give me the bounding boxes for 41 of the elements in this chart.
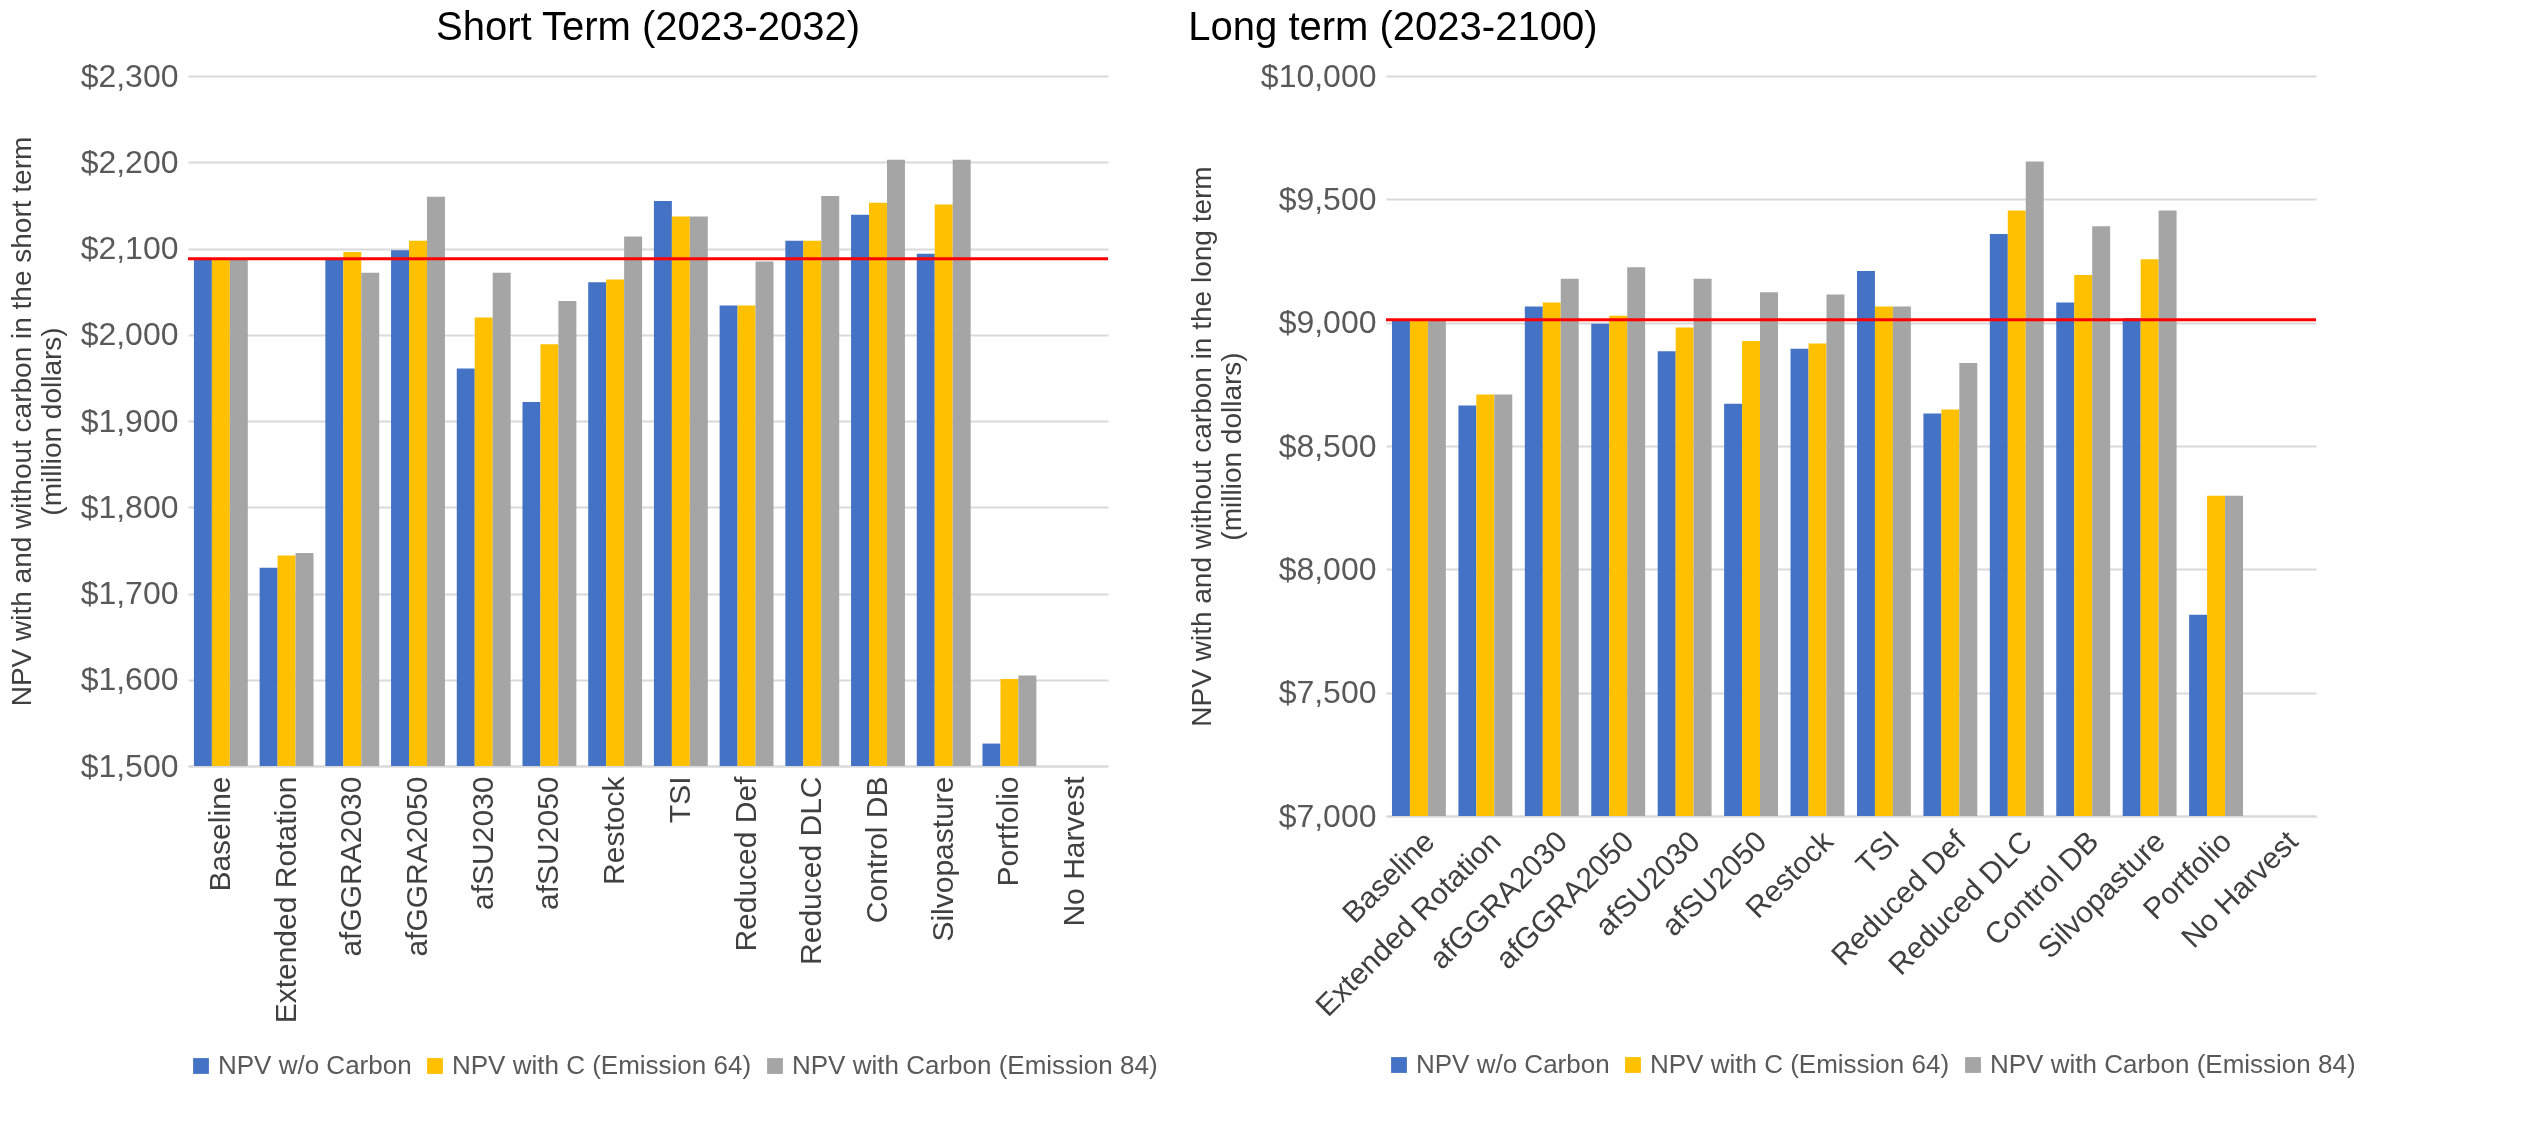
legend-label: NPV with C (Emission 64) <box>452 1050 752 1080</box>
chart-title: Short Term (2023-2032) <box>436 4 860 48</box>
y-tick-label: $1,600 <box>80 661 179 698</box>
x-tick-label: afGGRA2030 <box>334 776 368 957</box>
x-tick-label: Control DB <box>860 776 893 924</box>
y-tick-label: $8,500 <box>1278 427 1377 464</box>
legend-label: NPV with C (Emission 64) <box>1650 1049 1950 1079</box>
x-tick-label: Reduced Def <box>728 775 762 952</box>
legend-label: NPV w/o Carbon <box>1416 1049 1610 1079</box>
x-tick-label: No Harvest <box>1057 775 1091 927</box>
y-tick-label: $2,100 <box>80 230 179 266</box>
x-tick-label: Silvopasture <box>925 776 959 942</box>
x-tick-label: TSI <box>662 776 696 824</box>
x-tick-label: Extended Rotation <box>268 776 302 1024</box>
y-axis-title: NPV with and without carbon in the short term (million dollars) <box>5 136 67 707</box>
y-tick-label: $8,000 <box>1278 550 1377 587</box>
x-tick-label: Baseline <box>202 776 236 892</box>
x-tick-label: Restock <box>597 775 631 885</box>
y-tick-label: $7,500 <box>1278 674 1377 711</box>
y-tick-label: $1,800 <box>80 488 179 525</box>
legend-label: NPV with Carbon (Emission 84) <box>792 1050 1158 1080</box>
y-tick-label: $1,700 <box>80 575 179 611</box>
y-axis-title: NPV with and without carbon in the long term (million dollars) <box>1185 166 1247 727</box>
y-tick-label: $2,300 <box>80 57 179 94</box>
legend-label: NPV w/o Carbon <box>218 1050 412 1080</box>
y-tick-label: $1,500 <box>80 747 179 784</box>
y-tick-label: $9,000 <box>1278 304 1377 341</box>
x-tick-label: Portfolio <box>991 776 1025 887</box>
y-tick-label: $2,000 <box>80 316 179 353</box>
y-tick-label: $7,000 <box>1278 797 1377 834</box>
x-tick-label: afSU2030 <box>465 776 499 910</box>
legend-label: NPV with Carbon (Emission 84) <box>1990 1049 2356 1079</box>
y-tick-label: $9,500 <box>1278 180 1377 217</box>
x-tick-label: TSI <box>1849 824 1906 881</box>
x-tick-label: afGGRA2050 <box>400 776 433 957</box>
chart-title: Long term (2023-2100) <box>1188 4 1598 48</box>
y-tick-label: $2,200 <box>80 143 179 180</box>
y-tick-label: $1,900 <box>80 402 179 439</box>
y-tick-label: $10,000 <box>1260 57 1377 94</box>
x-tick-label: Reduced DLC <box>794 776 828 965</box>
x-tick-label: afSU2050 <box>531 776 565 910</box>
